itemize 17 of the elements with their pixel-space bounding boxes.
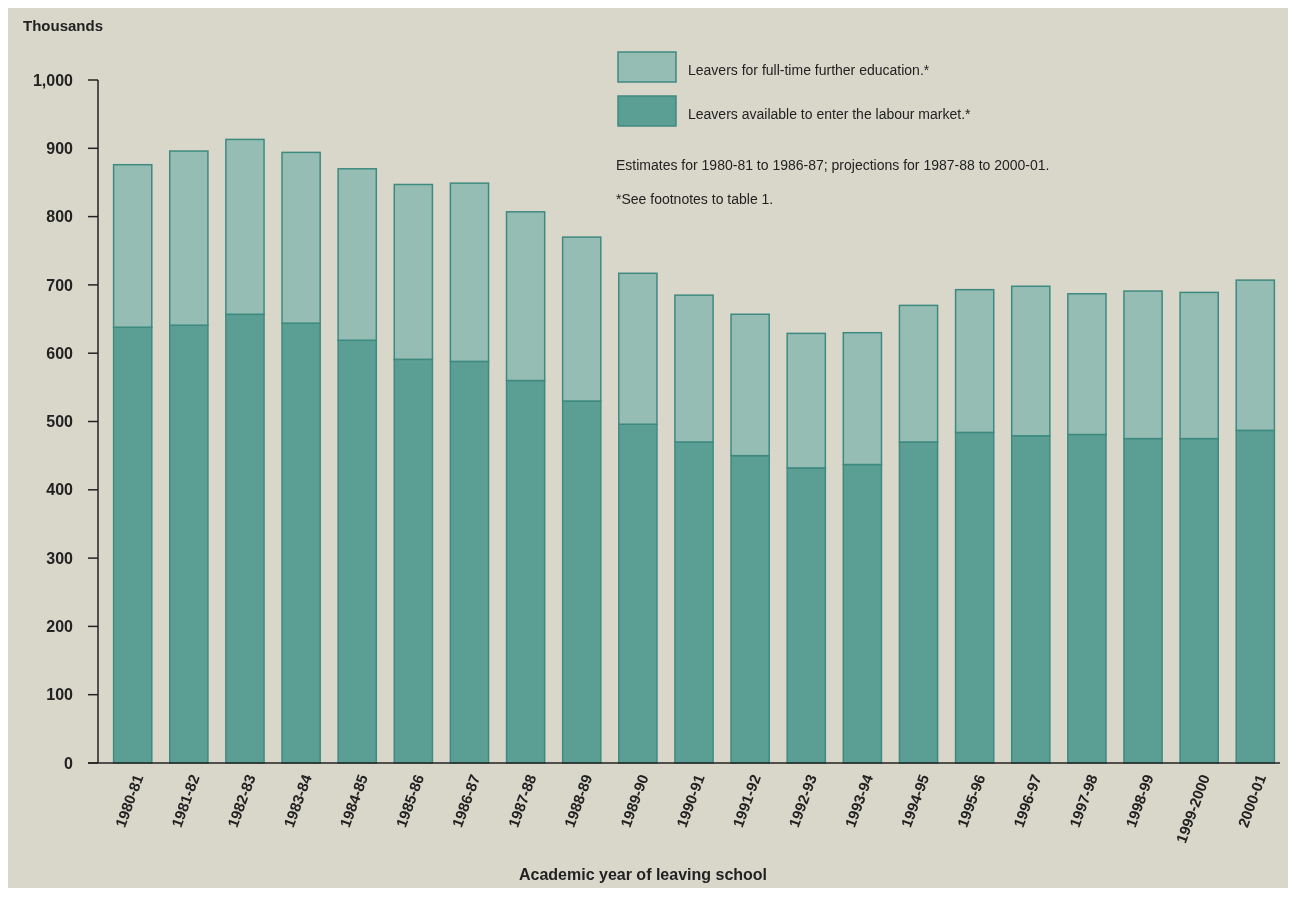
y-tick-label: 700 <box>46 276 74 294</box>
legend-label: Leavers for full-time further education.* <box>688 61 930 78</box>
annotation: *See footnotes to table 1. <box>616 191 774 207</box>
y-tick-label: 900 <box>46 139 74 157</box>
y-tick-label: 200 <box>46 618 74 635</box>
y-axis-title: Thousands <box>23 17 104 34</box>
y-tick-label: 1,000 <box>32 71 74 89</box>
annotation: Estimates for 1980-81 to 1986-87; projections for 1987-88 to 2000-01. <box>616 157 1050 173</box>
y-tick-label: 600 <box>46 344 74 362</box>
y-tick-label: 100 <box>46 686 74 704</box>
y-tick-label: 800 <box>46 208 74 226</box>
y-tick-label: 0 <box>64 754 74 772</box>
legend-label: Leavers available to enter the labour market.* <box>688 105 972 122</box>
y-tick-label: 500 <box>46 413 74 431</box>
x-axis-title: Academic year of leaving school <box>518 866 768 883</box>
y-tick-label: 300 <box>46 549 74 567</box>
y-tick-label: 400 <box>46 481 74 499</box>
